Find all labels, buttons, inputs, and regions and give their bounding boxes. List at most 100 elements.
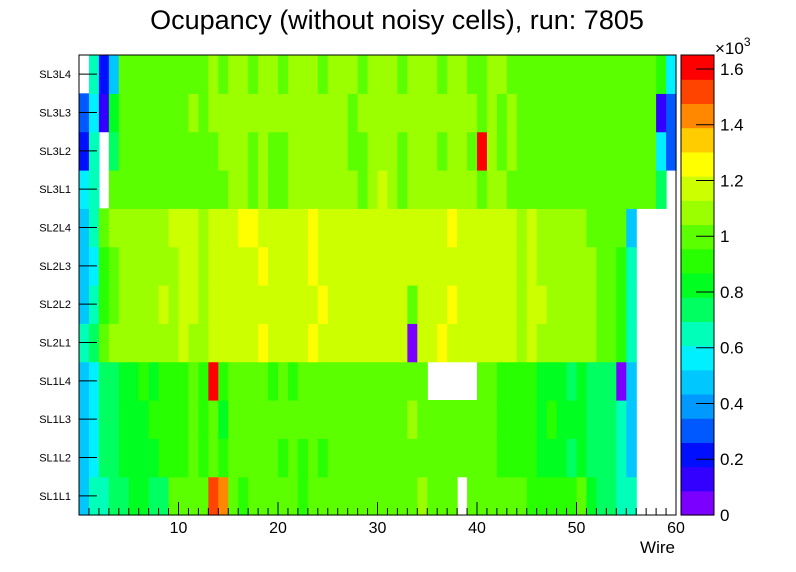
cell-SL1L1-wire-48 [546, 476, 558, 516]
cell-SL1L2-wire-17 [238, 438, 249, 478]
cell-SL3L3-wire-19 [258, 93, 269, 133]
cell-SL1L4-wire-54 [606, 361, 617, 401]
cell-SL2L4-wire-45 [516, 208, 528, 248]
cell-SL3L2-wire-6 [128, 131, 140, 171]
cell-SL2L3-wire-25 [317, 246, 329, 286]
cell-SL1L4-wire-5 [118, 361, 130, 401]
cell-SL3L3-wire-54 [606, 93, 617, 133]
cell-SL3L3-wire-29 [357, 93, 369, 133]
cell-SL2L3-wire-50 [566, 246, 578, 286]
cell-SL3L2-wire-48 [546, 131, 558, 171]
cell-SL2L3-wire-11 [178, 246, 190, 286]
cell-SL1L3-wire-43 [496, 400, 508, 439]
cell-SL3L2-wire-42 [486, 131, 498, 171]
cell-SL1L2-wire-22 [287, 438, 299, 478]
cell-SL3L2-wire-56 [626, 131, 637, 171]
cell-SL3L4-wire-4 [108, 55, 120, 94]
cell-SL2L1-wire-3 [98, 323, 110, 363]
cell-SL3L2-wire-27 [337, 131, 349, 171]
colorbar-segment [681, 151, 714, 177]
cell-SL3L3-wire-38 [447, 93, 458, 133]
cell-SL2L3-wire-42 [486, 246, 498, 286]
cell-SL1L4-wire-17 [238, 361, 249, 401]
cell-SL3L1-wire-27 [337, 170, 349, 209]
cell-SL2L2-wire-3 [98, 285, 110, 324]
cell-SL3L2-wire-51 [576, 131, 588, 171]
cell-SL3L3-wire-50 [566, 93, 578, 133]
cell-SL3L4-wire-58 [646, 55, 657, 94]
cell-SL1L2-wire-25 [317, 438, 329, 478]
colorbar-tick-label: 0 [720, 506, 729, 525]
cell-SL2L3-wire-38 [447, 246, 458, 286]
cell-SL2L1-wire-9 [158, 323, 170, 363]
cell-SL2L1-wire-8 [148, 323, 160, 363]
cell-SL2L2-wire-11 [178, 285, 190, 324]
cell-SL1L4-wire-4 [108, 361, 120, 401]
cell-SL1L1-wire-9 [158, 476, 170, 516]
colorbar-multiplier-base: ×10 [715, 39, 744, 58]
cell-SL2L2-wire-15 [218, 285, 229, 324]
cell-SL3L2-wire-36 [427, 131, 438, 171]
cell-SL1L3-wire-8 [148, 400, 160, 439]
y-tick-label: SL2L4 [39, 223, 71, 235]
cell-SL1L4-wire-42 [486, 361, 498, 401]
cell-SL3L1-wire-22 [287, 170, 299, 209]
cell-SL1L3-wire-15 [218, 400, 229, 439]
cell-SL3L2-wire-28 [347, 131, 359, 171]
cell-SL2L4-wire-27 [337, 208, 349, 248]
cell-SL2L2-wire-41 [477, 285, 488, 324]
cell-SL1L3-wire-33 [397, 400, 408, 439]
cell-SL1L3-wire-22 [287, 400, 299, 439]
cell-SL2L2-wire-17 [238, 285, 249, 324]
cell-SL3L3-wire-18 [248, 93, 259, 133]
cell-SL1L1-wire-33 [397, 476, 408, 516]
cell-SL2L3-wire-37 [437, 246, 448, 286]
cell-SL2L4-wire-17 [238, 208, 249, 248]
cell-SL1L1-wire-29 [357, 476, 369, 516]
cell-SL3L2-wire-20 [268, 131, 279, 171]
cell-SL3L3-wire-9 [158, 93, 170, 133]
colorbar-tick-label: 0.4 [720, 394, 744, 413]
cell-SL3L2-wire-15 [218, 131, 229, 171]
cell-SL2L2-wire-28 [347, 285, 359, 324]
cell-SL3L1-wire-58 [646, 170, 657, 209]
cell-SL2L2-wire-37 [437, 285, 448, 324]
cell-SL1L1-wire-50 [566, 476, 578, 516]
cell-SL3L3-wire-59 [656, 93, 667, 133]
cell-SL2L3-wire-32 [387, 246, 398, 286]
cell-SL2L4-wire-55 [616, 208, 627, 248]
cell-SL2L4-wire-22 [287, 208, 299, 248]
cell-SL2L1-wire-14 [208, 323, 219, 363]
y-tick-label: SL3L1 [39, 184, 71, 196]
cell-SL3L4-wire-26 [327, 55, 339, 94]
cell-SL2L2-wire-8 [148, 285, 160, 324]
cell-SL3L3-wire-58 [646, 93, 657, 133]
cell-SL1L4-wire-48 [546, 361, 558, 401]
cell-SL1L3-wire-17 [238, 400, 249, 439]
y-tick-label: SL1L2 [39, 453, 71, 465]
cell-SL2L2-wire-55 [616, 285, 627, 324]
cell-SL3L4-wire-47 [536, 55, 548, 94]
cell-SL2L2-wire-53 [596, 285, 607, 324]
cell-SL1L3-wire-51 [576, 400, 588, 439]
cell-SL1L3-wire-10 [168, 400, 180, 439]
cell-SL1L4-wire-7 [138, 361, 150, 401]
cell-SL3L3-wire-13 [198, 93, 209, 133]
cell-SL3L1-wire-34 [407, 170, 418, 209]
cell-SL1L1-wire-4 [108, 476, 120, 516]
cell-SL2L1-wire-7 [138, 323, 150, 363]
cell-SL2L1-wire-28 [347, 323, 359, 363]
cell-SL2L1-wire-56 [626, 323, 637, 363]
cell-SL1L3-wire-52 [586, 400, 597, 439]
cell-SL3L2-wire-29 [357, 131, 369, 171]
cell-SL1L2-wire-50 [566, 438, 578, 478]
heatmap-cells [79, 55, 677, 516]
cell-SL1L1-wire-7 [138, 476, 150, 516]
cell-SL2L3-wire-45 [516, 246, 528, 286]
cell-SL2L3-wire-26 [327, 246, 339, 286]
cell-SL1L1-wire-8 [148, 476, 160, 516]
cell-SL1L2-wire-43 [496, 438, 508, 478]
cell-SL1L3-wire-11 [178, 400, 190, 439]
cell-SL3L4-wire-50 [566, 55, 578, 94]
cell-SL2L3-wire-47 [536, 246, 548, 286]
